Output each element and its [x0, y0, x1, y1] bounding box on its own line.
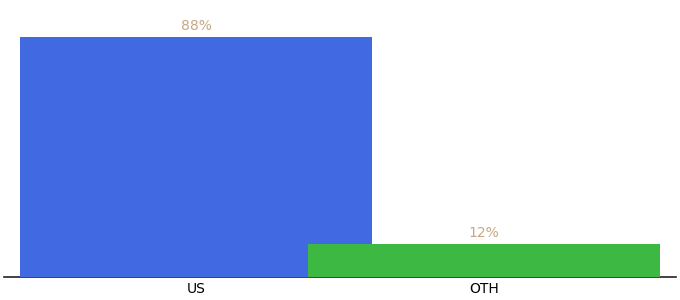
Text: 12%: 12%	[469, 226, 499, 240]
Text: 88%: 88%	[181, 19, 211, 33]
Bar	[20, 37, 372, 277]
Bar	[308, 244, 660, 277]
